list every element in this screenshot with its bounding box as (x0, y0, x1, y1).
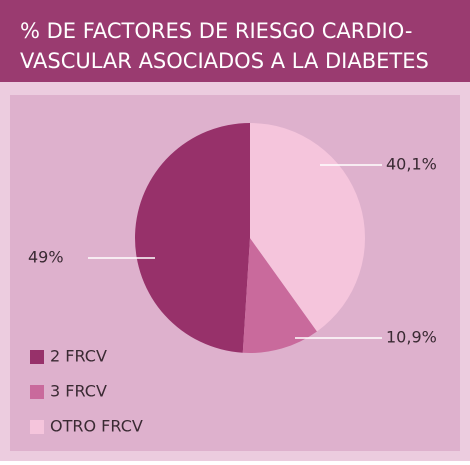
legend-label: OTRO FRCV (50, 417, 143, 436)
pie-slice (135, 123, 250, 353)
legend-label: 3 FRCV (50, 382, 107, 401)
chart-title: % DE FACTORES DE RIESGO CARDIO- (20, 19, 412, 43)
chart-title: VASCULAR ASOCIADOS A LA DIABETES (20, 49, 429, 73)
legend-swatch (30, 350, 44, 364)
legend-swatch (30, 385, 44, 399)
pie-slice (242, 238, 318, 353)
data-label: 49% (28, 248, 64, 267)
legend-swatch (30, 420, 44, 434)
data-label: 10,9% (386, 328, 437, 347)
legend-label: 2 FRCV (50, 347, 107, 366)
pie-slice (250, 123, 365, 332)
data-label: 40,1% (386, 155, 437, 174)
header (0, 0, 470, 82)
